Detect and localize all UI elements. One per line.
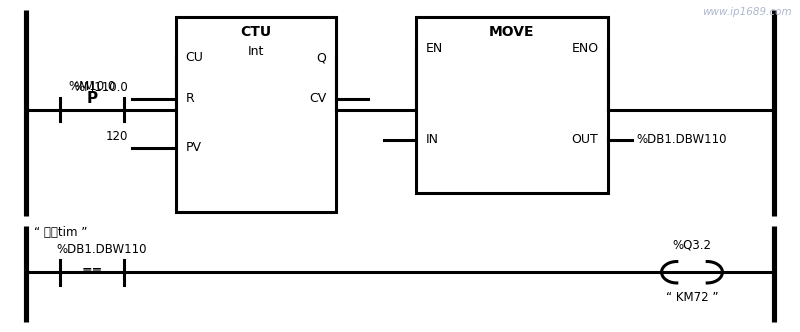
Text: %M110.0: %M110.0 — [74, 81, 128, 94]
Text: MOVE: MOVE — [490, 25, 534, 39]
Bar — [416, 17, 608, 193]
Text: %M10.0: %M10.0 — [68, 80, 116, 93]
Text: P: P — [86, 91, 98, 106]
Text: R: R — [186, 92, 194, 105]
Text: www.ip1689.com: www.ip1689.com — [702, 7, 792, 17]
Text: CTU: CTU — [241, 25, 271, 39]
Text: EN: EN — [426, 42, 443, 55]
Text: “ KM72 ”: “ KM72 ” — [666, 291, 718, 304]
Text: CU: CU — [186, 51, 203, 64]
Text: PV: PV — [186, 141, 202, 154]
Text: ENO: ENO — [571, 42, 598, 55]
Text: Int: Int — [248, 45, 264, 58]
Text: %DB1.DBW110: %DB1.DBW110 — [636, 133, 726, 146]
Text: IN: IN — [426, 133, 438, 146]
Bar — [176, 17, 336, 212]
Text: ==: == — [82, 264, 102, 277]
Text: OUT: OUT — [572, 133, 598, 146]
Text: %DB1.DBW110: %DB1.DBW110 — [56, 243, 146, 256]
Text: Q: Q — [317, 51, 326, 64]
Text: “ 焦銅tim ”: “ 焦銅tim ” — [34, 226, 87, 239]
Text: 120: 120 — [106, 130, 128, 143]
Text: CV: CV — [309, 92, 326, 105]
Text: %Q3.2: %Q3.2 — [673, 238, 711, 251]
